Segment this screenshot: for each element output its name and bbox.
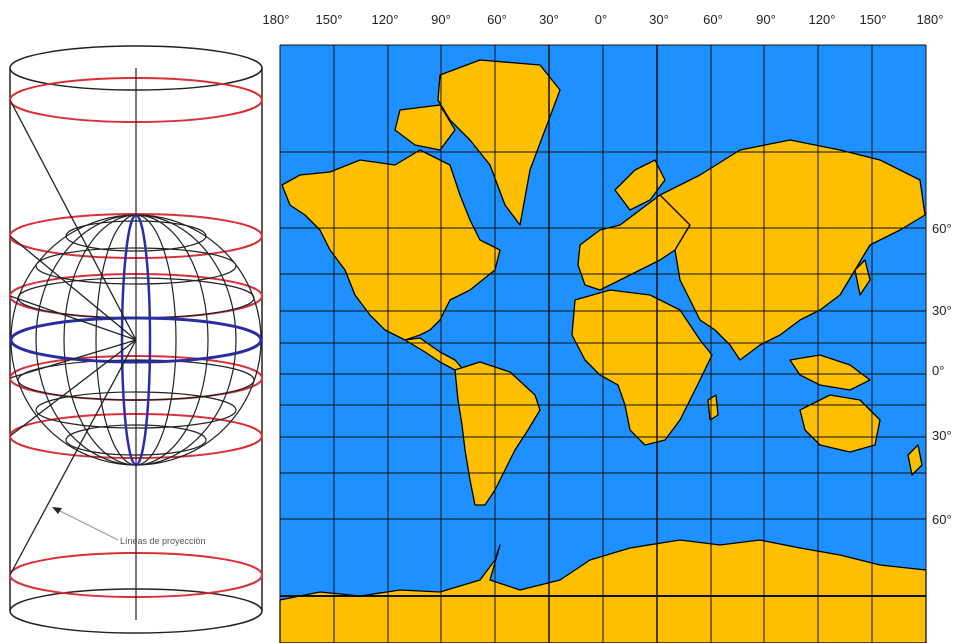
latitude-label: 30° xyxy=(932,303,952,318)
latitude-label: 30° xyxy=(932,428,952,443)
latitude-label: 60° xyxy=(932,512,952,527)
longitude-label: 0° xyxy=(595,12,607,27)
longitude-labels: 180° 150° 120° 90° 60° 30° 0° 30° 60° 90… xyxy=(263,12,944,27)
longitude-label: 180° xyxy=(263,12,290,27)
projection-line xyxy=(9,339,137,576)
land-new-zealand xyxy=(907,444,923,476)
projection-line xyxy=(9,235,137,341)
map-graticule xyxy=(279,44,927,643)
longitude-label: 30° xyxy=(539,12,559,27)
land-asia xyxy=(659,139,926,361)
longitude-label: 180° xyxy=(917,12,944,27)
longitude-label: 120° xyxy=(372,12,399,27)
land-africa xyxy=(571,289,713,446)
longitude-label: 150° xyxy=(860,12,887,27)
projection-lines xyxy=(9,99,137,576)
projection-line xyxy=(9,295,137,341)
label-arrow-line xyxy=(57,509,119,541)
latitude-label: 60° xyxy=(932,221,952,236)
land-madagascar xyxy=(707,394,719,421)
mercator-map: 180° 150° 120° 90° 60° 30° 0° 30° 60° 90… xyxy=(263,12,952,643)
land-australia xyxy=(799,394,881,453)
cylinder-diagram: Líneas de proyección xyxy=(9,45,263,634)
land-greenland xyxy=(437,59,561,226)
longitude-label: 90° xyxy=(756,12,776,27)
latitude-label: 0° xyxy=(932,363,944,378)
projection-lines-label: Líneas de proyección xyxy=(120,536,206,546)
land-southeast-asia xyxy=(789,354,871,391)
land-japan xyxy=(854,259,871,296)
projection-line xyxy=(9,339,137,379)
projection-line xyxy=(9,99,137,341)
arrow-head-icon xyxy=(52,507,62,514)
longitude-label: 150° xyxy=(316,12,343,27)
land-arctic-islands xyxy=(394,104,456,151)
longitude-label: 120° xyxy=(809,12,836,27)
latitude-labels: 60° 30° 0° 30° 60° xyxy=(932,221,952,527)
longitude-label: 90° xyxy=(431,12,451,27)
land-scandinavia xyxy=(614,159,666,211)
longitude-label: 60° xyxy=(487,12,507,27)
land-north-america xyxy=(281,149,501,341)
longitude-label: 30° xyxy=(649,12,669,27)
longitude-label: 60° xyxy=(703,12,723,27)
projection-line xyxy=(9,339,137,437)
